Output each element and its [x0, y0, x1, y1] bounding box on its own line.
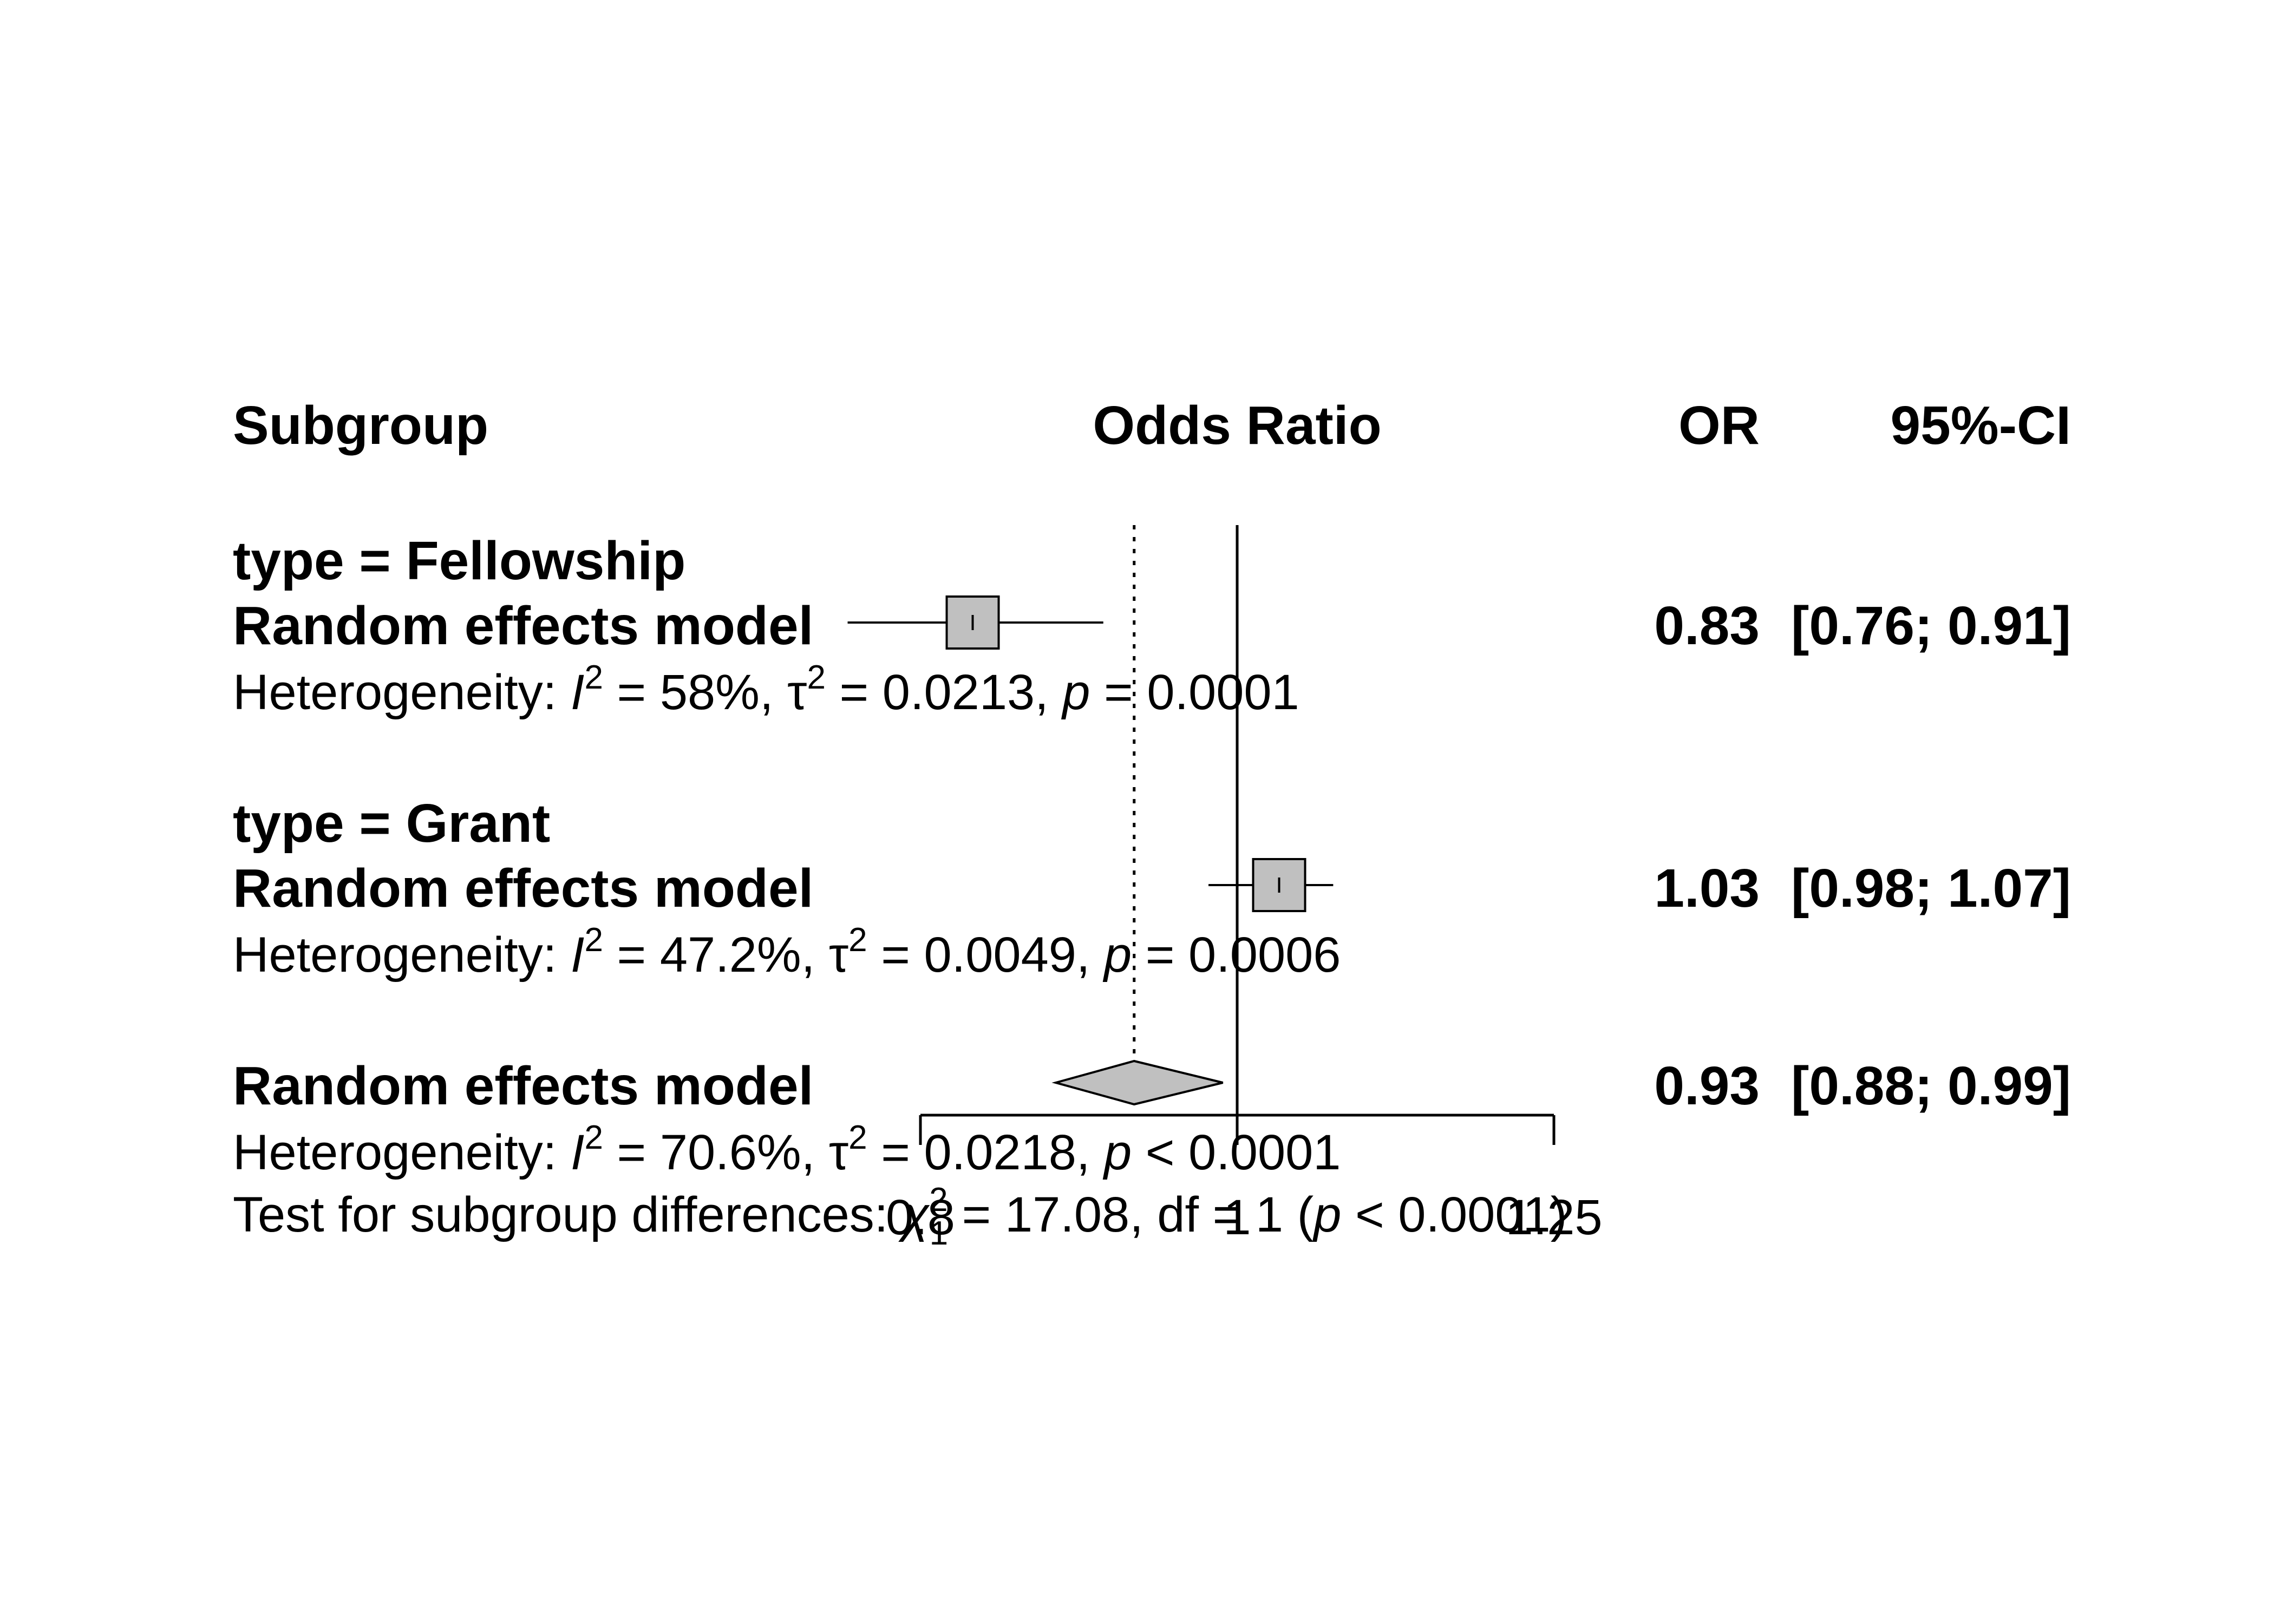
header-odds-ratio: Odds Ratio [1093, 395, 1381, 456]
subgroup-title-grant: type = Grant [233, 793, 550, 854]
ci-value-fellowship: [0.76; 0.91] [1791, 595, 2071, 656]
subgroup-title-fellowship: type = Fellowship [233, 531, 685, 591]
x-axis-tick-label: 1.25 [1505, 1190, 1602, 1245]
model-label-overall: Random effects model [233, 1056, 813, 1116]
or-value-overall: 0.93 [1654, 1056, 1760, 1116]
x-axis-tick-label: 0.8 [886, 1190, 955, 1245]
heterogeneity-grant: Heterogeneity: I2 = 47.2%, τ2 = 0.0049, … [233, 921, 1341, 983]
overall-diamond [1051, 1059, 1224, 1106]
header-ci: 95%-CI [1891, 395, 2071, 456]
or-value-grant: 1.03 [1654, 858, 1760, 919]
header-subgroup: Subgroup [233, 395, 488, 456]
x-axis-tick-label: 1 [1223, 1190, 1251, 1245]
ci-value-grant: [0.98; 1.07] [1791, 858, 2071, 919]
heterogeneity-fellowship: Heterogeneity: I2 = 58%, τ2 = 0.0213, p … [233, 659, 1299, 720]
plot-area: 0.8 1 1.25 [847, 525, 1603, 1245]
subgroup-test: Test for subgroup differences: χ2 1 = 17.… [233, 1181, 1567, 1252]
ci-value-overall: [0.88; 0.99] [1791, 1056, 2071, 1116]
heterogeneity-overall: Heterogeneity: I2 = 70.6%, τ2 = 0.0218, … [233, 1119, 1341, 1180]
model-label-fellowship: Random effects model [233, 595, 813, 656]
model-label-grant: Random effects model [233, 858, 813, 919]
header-or: OR [1678, 395, 1760, 456]
or-value-fellowship: 0.83 [1654, 595, 1760, 656]
